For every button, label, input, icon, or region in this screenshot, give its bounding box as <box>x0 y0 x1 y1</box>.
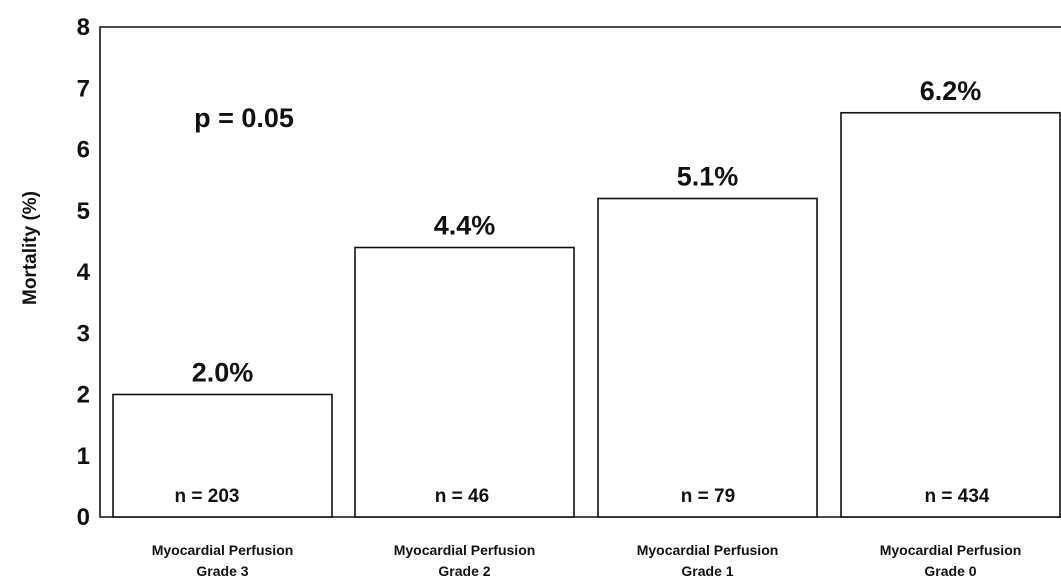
bar <box>112 393 333 518</box>
p-value-annotation: p = 0.05 <box>194 103 294 133</box>
y-tick-label: 0 <box>77 504 90 531</box>
x-category-label: Grade 2 <box>438 563 490 578</box>
bar <box>597 197 818 518</box>
y-axis-label: Mortality (%) <box>20 191 41 305</box>
bar-data-label: 2.0% <box>192 358 254 388</box>
y-tick-label: 2 <box>77 382 90 409</box>
x-category-label: Grade 0 <box>924 563 976 578</box>
x-category-label: Grade 1 <box>681 563 733 578</box>
y-tick-label: 5 <box>77 198 90 225</box>
x-category-label: Myocardial Perfusion <box>637 542 779 558</box>
bar-n-label: n = 46 <box>435 486 489 507</box>
bar-data-label: 4.4% <box>434 211 496 241</box>
plot-frame <box>99 26 1061 518</box>
bar-data-label: 5.1% <box>677 162 739 192</box>
bar-n-label: n = 79 <box>681 486 735 507</box>
bar <box>840 111 1061 518</box>
y-tick-label: 3 <box>77 320 90 347</box>
x-category-label: Myocardial Perfusion <box>152 542 294 558</box>
x-category-label: Myocardial Perfusion <box>880 542 1022 558</box>
x-category-label: Grade 3 <box>196 563 248 578</box>
bar-n-label: n = 203 <box>175 486 240 507</box>
y-tick-label: 4 <box>77 259 91 286</box>
y-tick-label: 8 <box>77 14 90 41</box>
x-category-label: Myocardial Perfusion <box>394 542 536 558</box>
bar-data-label: 6.2% <box>920 76 982 106</box>
y-tick-label: 1 <box>77 443 90 470</box>
y-tick-label: 7 <box>77 75 90 102</box>
y-tick-label: 6 <box>77 137 90 164</box>
bar <box>354 246 575 518</box>
bar-n-label: n = 434 <box>925 486 990 507</box>
